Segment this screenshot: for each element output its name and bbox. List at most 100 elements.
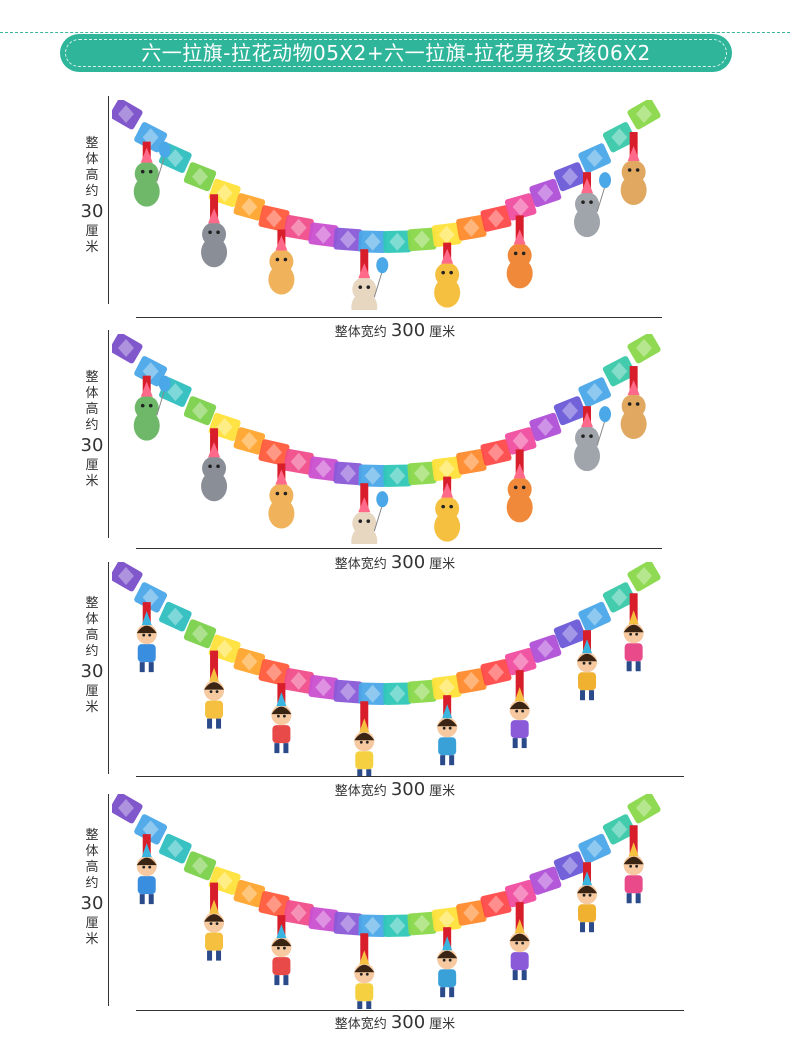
pendant-girl-balloon — [623, 593, 644, 672]
width-label: 整体宽约 300 厘米 — [334, 552, 456, 573]
pendant-fox — [506, 215, 533, 289]
garland-segment — [258, 205, 290, 232]
pendant-boy-hat — [271, 683, 292, 754]
pendant-turtle-with-balloon — [133, 141, 171, 207]
height-label: 整 体 高 约 30 厘 米 — [80, 828, 104, 947]
pendant-raccoon — [201, 194, 228, 268]
garland-segment — [383, 464, 412, 487]
width-axis-line — [136, 548, 662, 549]
pendant-cat-with-gift — [351, 483, 389, 544]
garland-segment — [283, 668, 314, 694]
garland-segment — [258, 439, 290, 466]
garland-segment — [383, 914, 412, 938]
garland-segment — [407, 911, 437, 936]
garland-segment — [578, 833, 611, 864]
garland-segment — [578, 377, 611, 407]
garland-segment — [159, 601, 192, 632]
garland-segment — [308, 675, 339, 700]
garland-segment — [431, 456, 462, 482]
pendant-girl-guitar — [204, 882, 225, 961]
garland-illustration — [112, 562, 661, 777]
pendant-giraffe — [434, 242, 461, 308]
garland-segment — [183, 162, 217, 192]
garland-segment — [578, 143, 611, 173]
garland-illustration — [112, 794, 661, 1009]
pendant-girl-flute — [354, 701, 375, 777]
garland-segment — [308, 222, 339, 248]
garland-segment — [553, 851, 587, 881]
height-label: 整 体 高 约 30 厘 米 — [80, 596, 104, 715]
height-axis-line — [108, 562, 109, 774]
garland-segment — [456, 214, 487, 241]
garland-segment — [480, 891, 512, 918]
garland-panel-3: 整 体 高 约 30 厘 米 整体宽约 300 厘米 — [0, 558, 790, 808]
garland-segment — [627, 334, 661, 364]
garland-illustration — [112, 334, 661, 544]
garland-segment — [358, 682, 387, 706]
pendant-girl-guitar — [204, 650, 225, 729]
title-banner: 六一拉旗-拉花动物05X2+六一拉旗-拉花男孩女孩06X2 — [60, 34, 732, 72]
garland-segment — [456, 448, 487, 475]
garland-segment — [480, 439, 512, 466]
garland-segment — [553, 619, 587, 649]
garland-segment — [602, 356, 636, 387]
height-axis-line — [108, 794, 109, 1006]
width-axis-line — [136, 1010, 684, 1011]
pendant-hippo — [574, 406, 612, 472]
garland-segment — [627, 100, 661, 130]
garland-segment — [333, 679, 363, 704]
pendant-girl-violin — [509, 670, 530, 749]
garland-segment — [233, 879, 266, 908]
garland-segment — [134, 356, 168, 387]
garland-segment — [627, 562, 661, 592]
garland-segment — [308, 456, 339, 482]
garland-segment — [529, 866, 562, 895]
garland-segment — [456, 668, 487, 694]
page-title: 六一拉旗-拉花动物05X2+六一拉旗-拉花男孩女孩06X2 — [141, 41, 651, 65]
garland-segment — [504, 647, 537, 676]
garland-segment — [183, 396, 217, 426]
pendant-boy — [136, 834, 157, 905]
pendant-boy — [136, 602, 157, 673]
garland-segment — [627, 794, 661, 824]
garland-segment — [258, 659, 290, 686]
garland-segment — [383, 230, 412, 253]
garland-segment — [529, 634, 562, 663]
garland-segment — [112, 334, 143, 364]
garland-segment — [504, 427, 537, 455]
garland-segment — [112, 794, 143, 824]
garland-segment — [183, 619, 217, 649]
pendant-lion — [268, 463, 295, 529]
garland-segment — [407, 461, 437, 486]
garland-segment — [407, 679, 437, 704]
garland-segment — [308, 907, 339, 932]
garland-segment — [283, 900, 314, 926]
garland-segment — [233, 647, 266, 676]
garland-segment — [480, 205, 512, 232]
garland-segment — [529, 412, 562, 442]
pendant-hippo — [574, 172, 612, 238]
garland-segment — [233, 427, 266, 455]
pendant-cat-with-gift — [351, 249, 389, 310]
garland-segment — [602, 582, 636, 613]
pendant-girl-flute — [354, 933, 375, 1009]
pendant-bear — [620, 366, 647, 440]
garland-segment — [578, 601, 611, 632]
garland-segment — [602, 122, 636, 153]
pendant-boy-tambourine — [577, 862, 598, 933]
pendant-fox — [506, 449, 533, 523]
garland-segment — [407, 227, 437, 252]
garland-segment — [283, 214, 314, 241]
garland-panel-1: 整 体 高 约 30 厘 米 整体宽约 300 厘米 — [0, 92, 790, 342]
title-banner-dashed-border — [65, 39, 727, 67]
pendant-turtle-with-balloon — [133, 375, 171, 441]
garland-segment — [431, 222, 462, 248]
height-label: 整 体 高 约 30 厘 米 — [80, 136, 104, 255]
garland-segment — [283, 448, 314, 475]
garland-illustration — [112, 100, 661, 310]
width-label: 整体宽约 300 厘米 — [334, 779, 456, 800]
height-axis-line — [108, 330, 109, 538]
garland-segment — [431, 675, 462, 700]
garland-segment — [333, 461, 363, 486]
pendant-girl-balloon — [623, 825, 644, 904]
